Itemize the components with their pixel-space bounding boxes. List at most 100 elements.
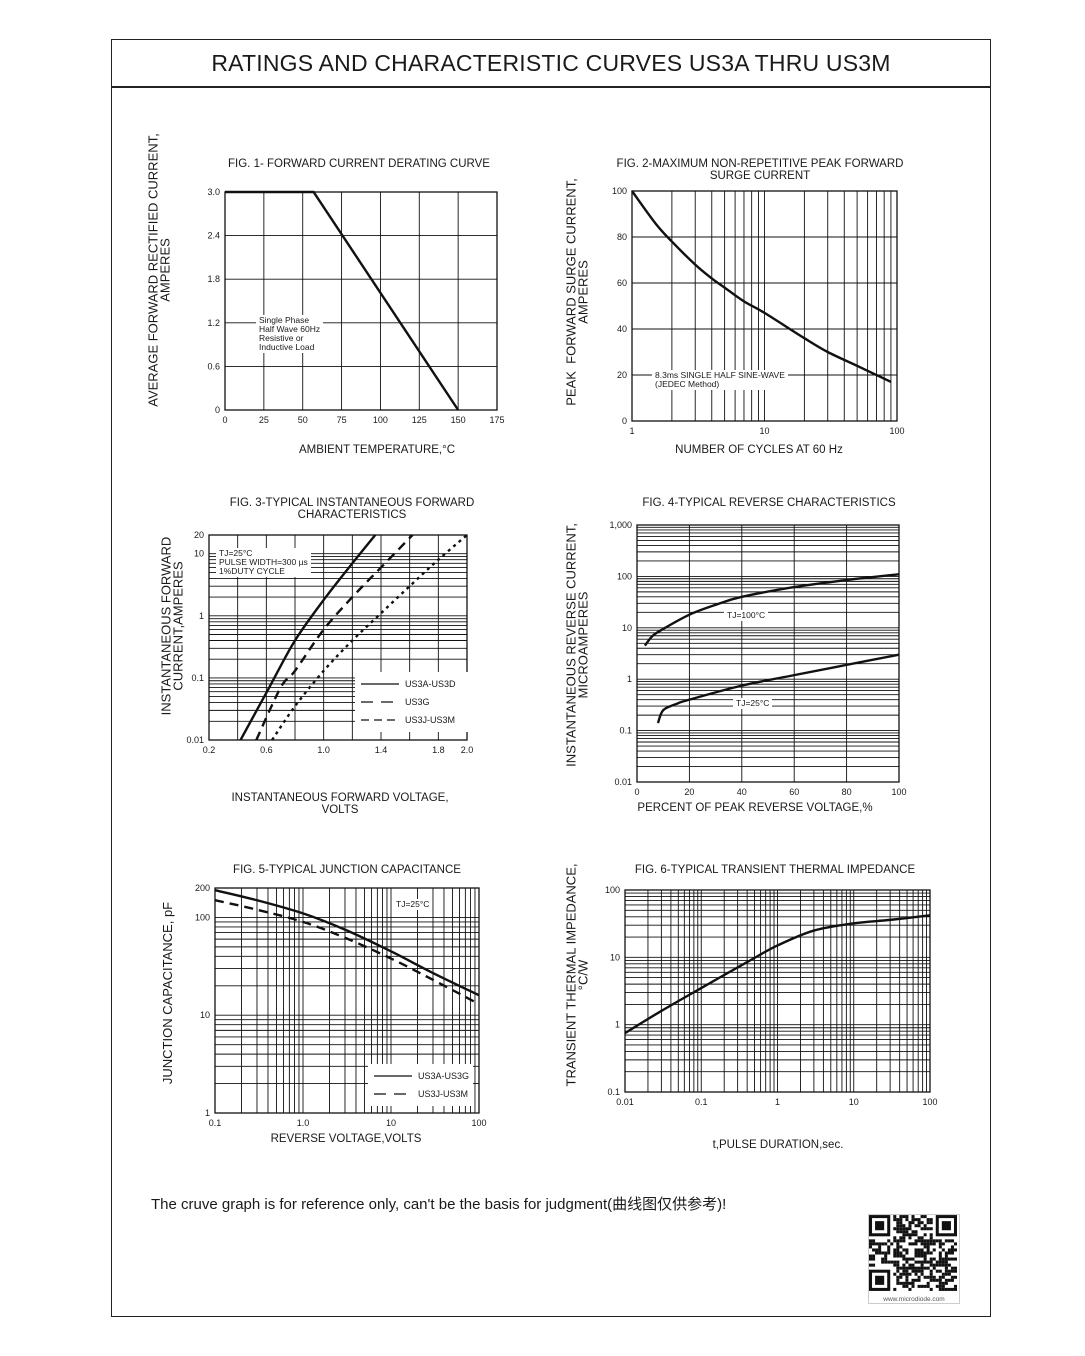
grid	[636, 524, 900, 783]
x-axis-label: NUMBER OF CYCLES AT 60 Hz	[675, 444, 843, 456]
y-tick-label: 60	[617, 278, 627, 288]
x-tick-label: 150	[451, 415, 466, 425]
plot-frame	[208, 534, 468, 741]
x-tick-label: 0	[222, 415, 227, 425]
chart-annotation: TJ=100°C	[724, 610, 769, 621]
y-tick-label: 40	[617, 324, 627, 334]
y-tick-label: 100	[612, 186, 627, 196]
y-tick-label: 1	[627, 674, 632, 684]
chart-4: 0 20 40 60 80 100 0.01 0.1 1 10 100 1,000	[609, 520, 906, 797]
y-tick-label: 0.1	[619, 726, 632, 736]
chart-annotation: TJ=25°C	[733, 698, 773, 709]
qr-code: www.microdiode.com	[868, 1214, 960, 1304]
x-tick-label: 2.0	[461, 745, 474, 755]
x-tick-label: 1.4	[375, 745, 388, 755]
x-tick-label: 1.8	[432, 745, 445, 755]
chart-title: FIG. 6-TYPICAL TRANSIENT THERMAL IMPEDAN…	[634, 864, 916, 876]
legend-swatch	[361, 719, 399, 721]
y-tick-label: 10	[200, 1010, 210, 1020]
chart-3: 0.2 0.6 1.0 1.4 1.8 2.0 0.01 0.1 1 10 20	[186, 530, 473, 755]
y-tick-label: 10	[194, 549, 204, 559]
legend-swatch	[361, 701, 399, 703]
x-tick-label: 0.2	[203, 745, 216, 755]
x-tick-label: 0.01	[616, 1097, 634, 1107]
legend-item: US3J-US3M	[359, 711, 467, 729]
x-tick-label: 0.1	[209, 1118, 222, 1128]
x-tick-label: 0	[634, 787, 639, 797]
chart-2: 1 10 100 0 20 40 60 80 100	[612, 186, 905, 436]
legend-label: US3J-US3M	[418, 1089, 469, 1099]
y-axis-label: PEAK FORWARD SURGE CURRENT, AMPERES	[563, 178, 591, 406]
x-tick-label: 10	[849, 1097, 859, 1107]
y-tick-label: 1.2	[207, 318, 220, 328]
series-line-tj-100-c	[643, 573, 900, 647]
chart-title: FIG. 4-TYPICAL REVERSE CHARACTERISTICS	[642, 497, 896, 509]
series-line-curve	[225, 190, 460, 411]
plot-frame	[214, 887, 480, 1114]
y-tick-label: 1,000	[609, 520, 632, 530]
legend-swatch	[361, 683, 399, 685]
page-frame	[111, 39, 991, 1317]
y-tick-label: 1	[199, 611, 204, 621]
x-axis-label: INSTANTANEOUS FORWARD VOLTAGE, VOLTS	[231, 792, 449, 817]
y-tick-label: 0.01	[186, 735, 204, 745]
x-tick-label: 100	[471, 1118, 486, 1128]
chart-annotation: Single Phase Half Wave 60Hz Resistive or…	[256, 315, 324, 353]
footnote: The cruve graph is for reference only, c…	[151, 1196, 727, 1213]
x-axis-label: t,PULSE DURATION,sec.	[712, 1139, 844, 1151]
x-tick-label: 80	[842, 787, 852, 797]
x-axis-label: AMBIENT TEMPERATURE,°C	[298, 444, 456, 456]
legend-label: US3G	[405, 697, 430, 707]
y-tick-label: 200	[195, 883, 210, 893]
x-tick-label: 0.1	[695, 1097, 708, 1107]
x-axis-label: REVERSE VOLTAGE,VOLTS	[270, 1133, 422, 1145]
legend-swatch	[374, 1093, 412, 1095]
y-tick-label: 80	[617, 232, 627, 242]
y-tick-label: 0.1	[607, 1087, 620, 1097]
y-tick-label: 3.0	[207, 187, 220, 197]
chart-annotation: TJ=25°C PULSE WIDTH=300 µs 1%DUTY CYCLE	[216, 548, 311, 577]
chart-legend: US3A-US3G US3J-US3M	[368, 1064, 473, 1106]
x-axis-label: PERCENT OF PEAK REVERSE VOLTAGE,%	[637, 802, 873, 814]
series-line-us3g	[255, 534, 414, 741]
y-axis-label: AVERAGE FORWARD RECTIFIED CURRENT, AMPER…	[145, 133, 173, 407]
y-tick-label: 0	[622, 416, 627, 426]
series-line-curve	[631, 190, 892, 383]
x-tick-label: 100	[922, 1097, 937, 1107]
y-tick-label: 0	[215, 405, 220, 415]
legend-item: US3A-US3D	[359, 675, 467, 693]
y-tick-label: 1	[205, 1108, 210, 1118]
grid	[224, 191, 498, 411]
x-tick-label: 20	[684, 787, 694, 797]
y-tick-label: 10	[610, 952, 620, 962]
plot-frame	[624, 889, 931, 1093]
y-tick-label: 20	[194, 530, 204, 540]
x-tick-label: 125	[412, 415, 427, 425]
x-tick-label: 100	[891, 787, 906, 797]
y-tick-label: 0.01	[614, 777, 632, 787]
header-divider	[111, 86, 991, 88]
y-tick-label: 100	[605, 885, 620, 895]
y-tick-label: 1.8	[207, 274, 220, 284]
y-tick-label: 0.6	[207, 361, 220, 371]
y-axis-label: TRANSIENT THERMAL IMPEDANCE, °C/W	[563, 863, 591, 1087]
chart-5: 0.1 1.0 10 100 1 10 100 200	[195, 883, 487, 1128]
x-tick-label: 10	[759, 426, 769, 436]
series-line-us3j-us3m	[271, 534, 468, 741]
legend-item: US3J-US3M	[372, 1085, 469, 1103]
x-tick-label: 100	[889, 426, 904, 436]
y-axis-label: INSTANTANEOUS FORWARD CURRENT,AMPERES	[158, 536, 186, 716]
chart-legend: US3A-US3D US3G US3J-US3M	[355, 672, 471, 732]
legend-item: US3G	[359, 693, 467, 711]
chart-title: FIG. 1- FORWARD CURRENT DERATING CURVE	[228, 158, 490, 170]
chart-title: FIG. 2-MAXIMUM NON-REPETITIVE PEAK FORWA…	[616, 158, 904, 183]
chart-1: 0 25 50 75 100 125 150 175 0 0.6 1.2 1.8 2.4 3.0	[207, 187, 504, 425]
chart-annotation: 8.3ms SINGLE HALF SINE-WAVE (JEDEC Metho…	[652, 370, 788, 390]
y-tick-label: 20	[617, 370, 627, 380]
y-tick-label: 100	[195, 912, 210, 922]
y-tick-label: 2.4	[207, 231, 220, 241]
x-tick-label: 40	[737, 787, 747, 797]
x-tick-label: 1	[629, 426, 634, 436]
